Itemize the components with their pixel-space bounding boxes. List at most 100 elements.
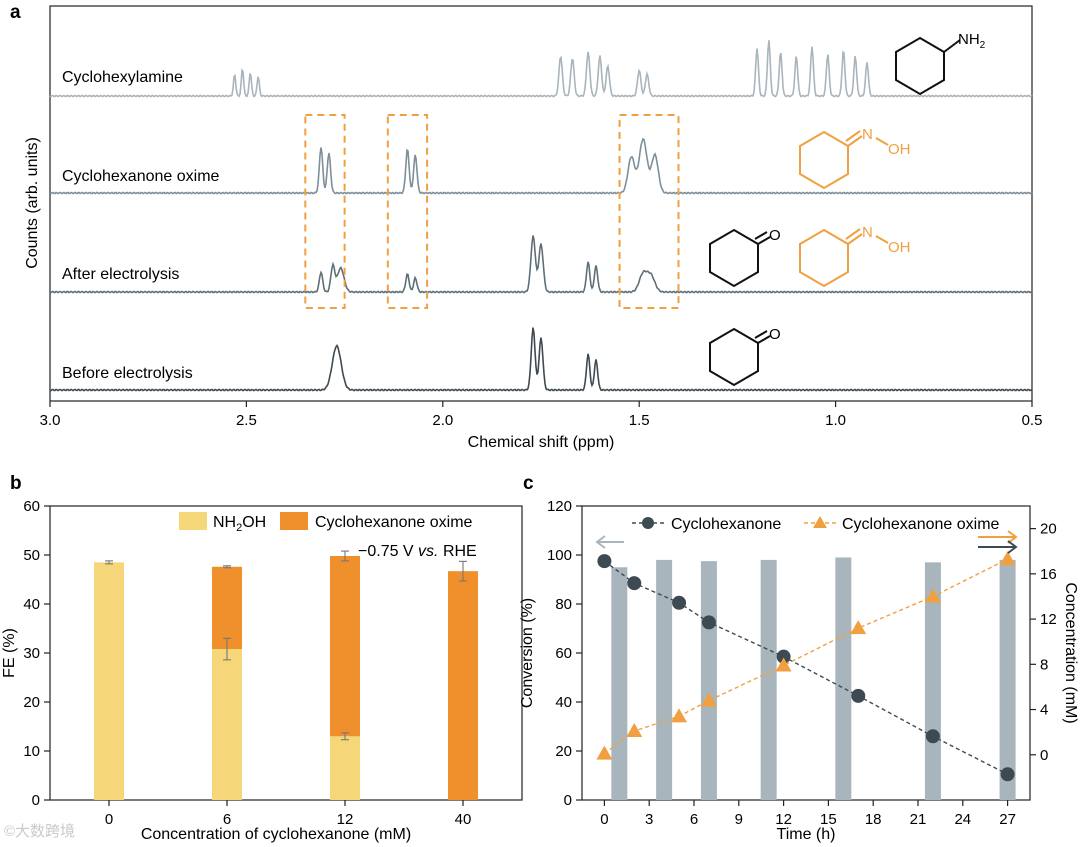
ketone-point [627, 576, 642, 591]
ketone-line [603, 560, 1008, 775]
y-tick-label-b: 0 [32, 792, 40, 809]
axes-c: 0 3 6 9 12 15 18 21 24 27 0 20 40 60 80 100 120 0 4 8 12 16 20 [547, 498, 1057, 828]
plot-a-frame [49, 5, 1033, 402]
y-tick-label-c: 20 [555, 743, 572, 760]
highlight-box [304, 114, 346, 309]
x-tick-label-c: 18 [865, 811, 882, 828]
x-tick-label-c: 9 [735, 811, 743, 828]
oxime-point [700, 692, 717, 707]
y-tick-label-b: 50 [23, 547, 40, 564]
ketone-structure-icon-2: O [709, 326, 781, 387]
bar-oxime [448, 571, 478, 800]
legend-swatch-nh2oh [179, 512, 207, 530]
x-axis-label-c: Time (h) [777, 826, 836, 843]
potential-annotation: −0.75 V vs. RHE [358, 543, 477, 560]
oxime-point [626, 723, 643, 738]
x-axis-a: 3.0 2.5 2.0 1.5 1.0 0.5 [40, 401, 1043, 429]
x-tick-label-c: 6 [690, 811, 698, 828]
x-tick-label-c: 24 [954, 811, 971, 828]
x-tick-label-c: 21 [910, 811, 927, 828]
ketone-structure-icon: O [709, 227, 781, 288]
y-tick-label-c: 40 [555, 694, 572, 711]
x-tick-label-c: 27 [999, 811, 1016, 828]
legend-label-ketone: Cyclohexanone [671, 516, 781, 533]
bar-nh2oh [212, 649, 242, 800]
oxime-structure-icon: N OH [799, 126, 911, 190]
panel-a-label: a [10, 2, 21, 23]
x-tick-label-b: 40 [455, 811, 472, 828]
legend-marker-oxime [813, 516, 827, 528]
trace-label-after: After electrolysis [62, 266, 179, 283]
legend-marker-ketone [642, 517, 654, 529]
y-tick-label-c: 0 [564, 792, 572, 809]
y-tick-label-b: 10 [23, 743, 40, 760]
x-tick-label-b: 12 [337, 811, 354, 828]
y2-tick-label-c: 0 [1040, 747, 1048, 764]
y-tick-label-b: 20 [23, 694, 40, 711]
watermark: ©大数跨境 [4, 823, 76, 840]
legend-label-nh2oh: NH2OH [213, 514, 266, 534]
legend-c: Cyclohexanone Cyclohexanone oxime [632, 516, 1000, 533]
trace-label-oxime: Cyclohexanone oxime [62, 168, 220, 185]
x-tick-label-c: 0 [600, 811, 608, 828]
y-tick-label-c: 60 [555, 645, 572, 662]
highlight-box [386, 114, 429, 309]
time-series [596, 551, 1016, 782]
trace-label-before: Before electrolysis [62, 365, 193, 382]
oxime-line [603, 558, 1008, 755]
y2-tick-label-c: 20 [1040, 521, 1057, 538]
bar-oxime [212, 566, 242, 650]
y-tick-label-b: 60 [23, 498, 40, 515]
right-axis-arrow-oxime-icon [978, 530, 1018, 544]
oxime-oh-label-2: OH [888, 239, 911, 256]
panel-c: c 0 3 6 9 12 15 18 21 24 27 0 20 40 60 80 100 120 0 4 8 12 16… [519, 473, 1079, 843]
x-tick-label-a: 1.0 [825, 412, 846, 429]
y-tick-label-b: 30 [23, 645, 40, 662]
x-tick-label-a: 0.5 [1022, 412, 1043, 429]
y-axis-label-a: Counts (arb. units) [24, 137, 41, 269]
panel-a: a 3.0 2.5 2.0 1.5 1.0 0.5 Chemical shift (ppm… [10, 2, 1042, 451]
highlight-boxes [304, 114, 680, 309]
nmr-trace [49, 137, 1033, 195]
x-axis-label-a: Chemical shift (ppm) [468, 434, 615, 451]
x-tick-label-a: 2.0 [432, 412, 453, 429]
oxime-point [924, 588, 941, 603]
legend-b: NH2OH Cyclohexanone oxime [179, 512, 473, 534]
ketone-point [672, 595, 687, 610]
ketone-point [597, 554, 612, 569]
axes-b: 0 10 20 30 40 50 60 0 6 12 40 [23, 498, 471, 828]
y-tick-label-c: 120 [547, 498, 572, 515]
conversion-bar [611, 567, 628, 800]
x-tick-label-c: 12 [775, 811, 792, 828]
conversion-bar [760, 559, 777, 800]
fe-bars [94, 550, 478, 800]
x-tick-label-b: 0 [105, 811, 113, 828]
cyclohexylamine-structure-icon: NH2 [895, 31, 986, 96]
ketone-o-label: O [769, 227, 781, 244]
amine-label: NH2 [958, 31, 986, 51]
x-tick-label-a: 2.5 [236, 412, 257, 429]
ketone-o-label-2: O [769, 326, 781, 343]
oxime-n-label: N [862, 126, 873, 143]
conversion-bars [611, 557, 1016, 800]
right-axis-arrow-ketone-icon [978, 540, 1018, 554]
oxime-structure-icon-2: N OH [799, 224, 911, 288]
legend-swatch-oxime [280, 512, 308, 530]
y2-tick-label-c: 16 [1040, 566, 1057, 583]
conversion-bar [999, 559, 1016, 800]
nmr-trace [49, 235, 1033, 294]
x-tick-label-c: 3 [645, 811, 653, 828]
nmr-trace [49, 40, 1033, 98]
panel-b-label: b [10, 473, 22, 494]
y-tick-label-c: 100 [547, 547, 572, 564]
ketone-point [851, 688, 866, 703]
ketone-point [925, 729, 940, 744]
conversion-bar [656, 559, 673, 800]
plot-c-frame [581, 505, 1031, 801]
y2-tick-label-c: 12 [1040, 611, 1057, 628]
y-tick-label-c: 80 [555, 596, 572, 613]
oxime-point [850, 620, 867, 635]
oxime-point [671, 708, 688, 723]
legend-label-oxime: Cyclohexanone oxime [315, 514, 473, 531]
